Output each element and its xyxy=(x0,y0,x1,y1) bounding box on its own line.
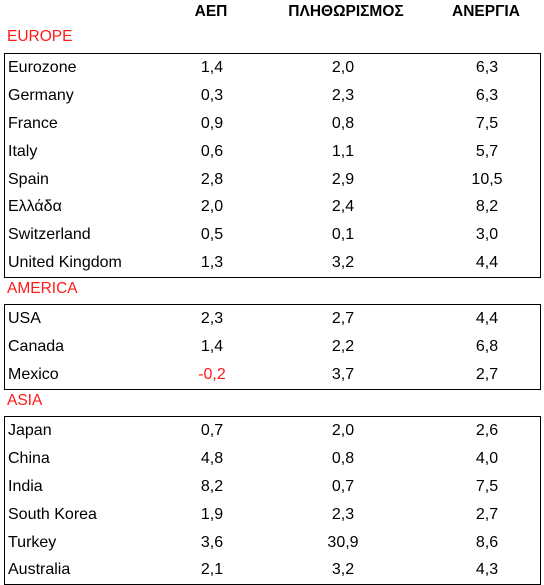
gdp-value: 4,8 xyxy=(200,449,224,467)
country-name: Switzerland xyxy=(8,226,91,244)
inflation-value: 2,9 xyxy=(331,170,355,188)
gdp-value: 0,3 xyxy=(200,86,224,104)
inflation-value: 3,2 xyxy=(331,254,355,272)
country-name: Italy xyxy=(8,142,38,160)
unemployment-value: 2,6 xyxy=(475,422,499,439)
table-row: Switzerland 0,5 0,1 3,0 xyxy=(5,221,540,249)
unemployment-value: 4,4 xyxy=(475,310,499,327)
country-name: South Korea xyxy=(8,505,97,523)
inflation-value: 2,0 xyxy=(331,422,355,439)
table-row: Italy 0,6 1,1 5,7 xyxy=(5,138,540,166)
gdp-value: 2,8 xyxy=(200,170,224,188)
section-block-asia: Japan 0,7 2,0 2,6 China 4,8 0,8 4,0 Indi… xyxy=(4,416,541,585)
section-title-europe: EUROPE xyxy=(7,28,73,45)
unemployment-value: 4,3 xyxy=(475,561,499,579)
column-header-gdp: ΑΕΠ xyxy=(194,3,228,20)
country-name: Ελλάδα xyxy=(8,198,62,216)
gdp-value: 0,9 xyxy=(200,114,224,132)
unemployment-value: 5,7 xyxy=(475,142,499,160)
unemployment-value: 6,8 xyxy=(475,337,499,355)
inflation-value: 3,7 xyxy=(331,365,355,383)
gdp-value: 1,4 xyxy=(200,337,224,355)
unemployment-value: 3,0 xyxy=(475,226,499,244)
inflation-value: 0,1 xyxy=(331,226,355,244)
gdp-value: 3,6 xyxy=(200,533,224,551)
inflation-value: 3,2 xyxy=(331,561,355,579)
table-row: China 4,8 0,8 4,0 xyxy=(5,445,540,473)
country-name: China xyxy=(8,449,50,467)
section-block-america: USA 2,3 2,7 4,4 Canada 1,4 2,2 6,8 Mexic… xyxy=(4,304,541,390)
inflation-value: 2,3 xyxy=(331,505,355,523)
table-row: Turkey 3,6 30,9 8,6 xyxy=(5,529,540,557)
unemployment-value: 6,3 xyxy=(475,59,499,76)
unemployment-value: 8,6 xyxy=(475,533,499,551)
gdp-value: 0,7 xyxy=(200,422,224,439)
table-row: Spain 2,8 2,9 10,5 xyxy=(5,166,540,194)
table-row: Japan 0,7 2,0 2,6 xyxy=(5,417,540,445)
country-name: Turkey xyxy=(8,533,57,551)
inflation-value: 0,7 xyxy=(331,477,355,495)
gdp-value: 1,9 xyxy=(200,505,224,523)
table-row: Germany 0,3 2,3 6,3 xyxy=(5,82,540,110)
inflation-value: 1,1 xyxy=(331,142,355,160)
unemployment-value: 7,5 xyxy=(475,114,499,132)
inflation-value: 30,9 xyxy=(327,533,359,551)
table-row: Mexico -0,2 3,7 2,7 xyxy=(5,361,540,389)
column-header-row: ΑΕΠ ΠΛΗΘΩΡΙΣΜΟΣ ΑΝΕΡΓΙΑ xyxy=(0,0,544,28)
country-name: India xyxy=(8,477,43,495)
table-row: South Korea 1,9 2,3 2,7 xyxy=(5,501,540,529)
gdp-value: 8,2 xyxy=(200,477,224,495)
gdp-value: 2,0 xyxy=(200,198,224,216)
inflation-value: 2,0 xyxy=(331,59,355,76)
country-name: USA xyxy=(8,310,41,327)
unemployment-value: 7,5 xyxy=(475,477,499,495)
inflation-value: 2,7 xyxy=(331,310,355,327)
gdp-value-negative: -0,2 xyxy=(198,365,226,383)
unemployment-value: 6,3 xyxy=(475,86,499,104)
gdp-value: 1,3 xyxy=(200,254,224,272)
inflation-value: 2,4 xyxy=(331,198,355,216)
country-name: Japan xyxy=(8,422,52,439)
table-row: United Kingdom 1,3 3,2 4,4 xyxy=(5,249,540,277)
table-row: France 0,9 0,8 7,5 xyxy=(5,110,540,138)
table-row: Eurozone 1,4 2,0 6,3 xyxy=(5,54,540,82)
inflation-value: 0,8 xyxy=(331,449,355,467)
country-name: Australia xyxy=(8,561,71,579)
gdp-value: 0,5 xyxy=(200,226,224,244)
unemployment-value: 10,5 xyxy=(471,170,503,188)
table-row: USA 2,3 2,7 4,4 xyxy=(5,305,540,333)
gdp-value: 2,3 xyxy=(200,310,224,327)
gdp-value: 2,1 xyxy=(200,561,224,579)
unemployment-value: 8,2 xyxy=(475,198,499,216)
table-row: Ελλάδα 2,0 2,4 8,2 xyxy=(5,193,540,221)
inflation-value: 2,3 xyxy=(331,86,355,104)
country-name: France xyxy=(8,114,58,132)
section-block-europe: Eurozone 1,4 2,0 6,3 Germany 0,3 2,3 6,3… xyxy=(4,53,541,279)
unemployment-value: 4,0 xyxy=(475,449,499,467)
gdp-value: 0,6 xyxy=(200,142,224,160)
country-name: Germany xyxy=(8,86,74,104)
unemployment-value: 4,4 xyxy=(475,254,499,272)
gdp-value: 1,4 xyxy=(200,59,224,76)
table-row: India 8,2 0,7 7,5 xyxy=(5,473,540,501)
inflation-value: 2,2 xyxy=(331,337,355,355)
table-row: Canada 1,4 2,2 6,8 xyxy=(5,333,540,361)
country-name: Spain xyxy=(8,170,49,188)
inflation-value: 0,8 xyxy=(331,114,355,132)
country-name: United Kingdom xyxy=(8,254,122,272)
column-header-unemployment: ΑΝΕΡΓΙΑ xyxy=(452,3,520,20)
unemployment-value: 2,7 xyxy=(475,365,499,383)
section-title-asia: ASIA xyxy=(7,392,43,409)
column-header-inflation: ΠΛΗΘΩΡΙΣΜΟΣ xyxy=(288,3,404,20)
unemployment-value: 2,7 xyxy=(475,505,499,523)
table-row: Australia 2,1 3,2 4,3 xyxy=(5,556,540,584)
section-title-america: AMERICA xyxy=(7,280,78,297)
country-name: Eurozone xyxy=(8,59,77,76)
country-name: Mexico xyxy=(8,365,59,383)
country-name: Canada xyxy=(8,337,65,355)
